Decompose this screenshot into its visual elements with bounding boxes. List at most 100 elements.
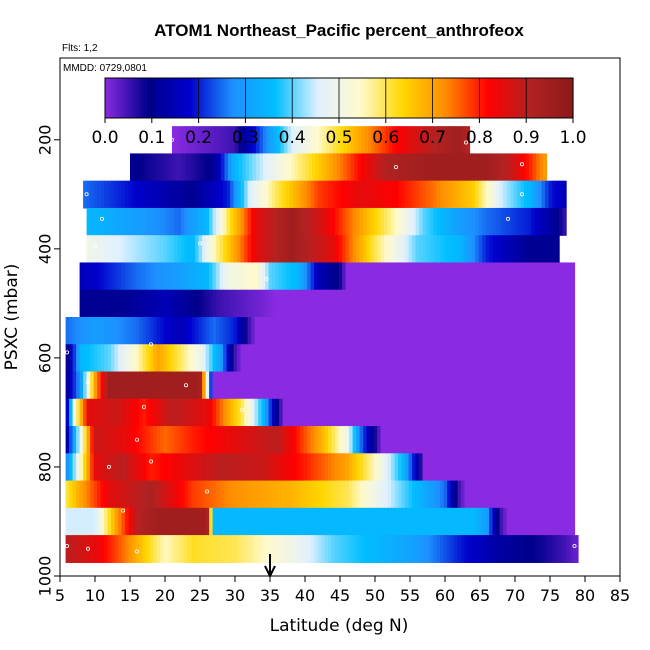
sample-point	[505, 216, 510, 221]
heat-cell	[251, 480, 256, 509]
heat-cell	[307, 289, 312, 318]
colorbar-strip	[436, 78, 440, 118]
heat-cell	[356, 317, 361, 345]
heat-cell	[426, 426, 431, 454]
heat-cell	[196, 126, 201, 155]
heat-cell	[237, 344, 242, 373]
heat-cell	[293, 535, 298, 563]
x-tick-label: 30	[225, 586, 245, 605]
colorbar-strip	[364, 78, 368, 118]
layer-500mbar	[79, 289, 576, 318]
heat-cell	[513, 453, 518, 482]
heat-cell	[72, 317, 77, 345]
heat-cell	[562, 453, 567, 482]
x-tick-label: 45	[330, 586, 350, 605]
heat-cell	[349, 180, 354, 209]
colorbar-strip	[321, 78, 325, 118]
heat-cell	[111, 535, 116, 563]
heat-cell	[307, 507, 312, 536]
heat-cell	[293, 480, 298, 509]
sample-point	[520, 162, 525, 167]
heat-cell	[289, 535, 294, 563]
heat-cell	[406, 126, 411, 155]
heat-cell	[524, 207, 529, 236]
heat-cell	[541, 235, 546, 264]
heat-cell	[86, 535, 91, 563]
heat-cell	[457, 262, 462, 291]
colorbar-strip	[358, 78, 361, 118]
heat-cell	[342, 480, 347, 509]
heat-cell	[552, 371, 557, 400]
heat-cell	[172, 126, 177, 155]
heat-cell	[128, 426, 133, 454]
heat-cell	[412, 317, 417, 345]
heat-cell	[284, 126, 289, 155]
colorbar-strip	[509, 78, 512, 118]
heat-cell	[391, 344, 396, 373]
layer-800mbar	[65, 453, 576, 482]
heat-cell	[464, 235, 469, 264]
heat-cell	[520, 289, 525, 318]
heat-cell	[167, 507, 172, 536]
heat-cell	[282, 207, 287, 236]
heat-cell	[296, 507, 301, 536]
heat-cell	[181, 289, 186, 318]
heat-cell	[209, 426, 214, 454]
heat-cell	[303, 289, 308, 318]
heat-cell	[331, 317, 336, 345]
heat-cell	[230, 507, 235, 536]
heat-cell	[289, 289, 294, 318]
heat-cell	[118, 480, 123, 509]
heat-cell	[310, 453, 315, 482]
heat-cell	[293, 426, 298, 454]
heat-cell	[300, 507, 305, 536]
heat-cell	[286, 207, 291, 236]
heat-cell	[319, 126, 324, 155]
heat-cell	[464, 371, 469, 400]
heat-cell	[394, 207, 399, 236]
heat-cell	[212, 180, 217, 209]
heat-cell	[399, 126, 404, 155]
heat-cell	[177, 535, 182, 563]
heat-cell	[454, 344, 459, 373]
colorbar-strip	[530, 78, 534, 118]
heat-cell	[300, 398, 305, 427]
heat-cell	[324, 317, 329, 345]
heat-cell	[149, 235, 154, 264]
heat-cell	[361, 126, 366, 155]
heat-cell	[296, 262, 301, 291]
heat-cell	[321, 398, 326, 427]
heat-cell	[258, 398, 263, 427]
heat-cell	[279, 480, 284, 509]
heat-cell	[387, 317, 392, 345]
heat-cell	[378, 126, 383, 155]
heat-cell	[125, 398, 130, 427]
heat-cell	[216, 398, 221, 427]
heat-cell	[342, 289, 347, 318]
colorbar-strip	[128, 78, 132, 118]
heat-cell	[548, 262, 553, 291]
heat-cell	[139, 507, 144, 536]
heat-cell	[377, 289, 382, 318]
heat-cell	[251, 398, 256, 427]
heat-cell	[128, 453, 133, 482]
heat-cell	[240, 480, 245, 509]
heat-cell	[181, 426, 186, 454]
heat-cell	[562, 535, 567, 563]
heat-cell	[328, 317, 333, 345]
heat-cell	[492, 398, 497, 427]
heat-cell	[401, 180, 406, 209]
heat-cell	[496, 344, 501, 373]
colorbar-strip	[538, 78, 542, 118]
heat-cell	[202, 480, 207, 509]
heat-cell	[244, 289, 249, 318]
colorbar-strip	[245, 78, 249, 118]
heat-cell	[184, 535, 189, 563]
heat-cell	[573, 289, 576, 318]
heat-cell	[354, 153, 359, 182]
heat-cell	[359, 371, 364, 400]
heat-cell	[566, 344, 571, 373]
heat-cell	[282, 180, 287, 209]
heat-cell	[345, 398, 350, 427]
heat-cell	[464, 453, 469, 482]
